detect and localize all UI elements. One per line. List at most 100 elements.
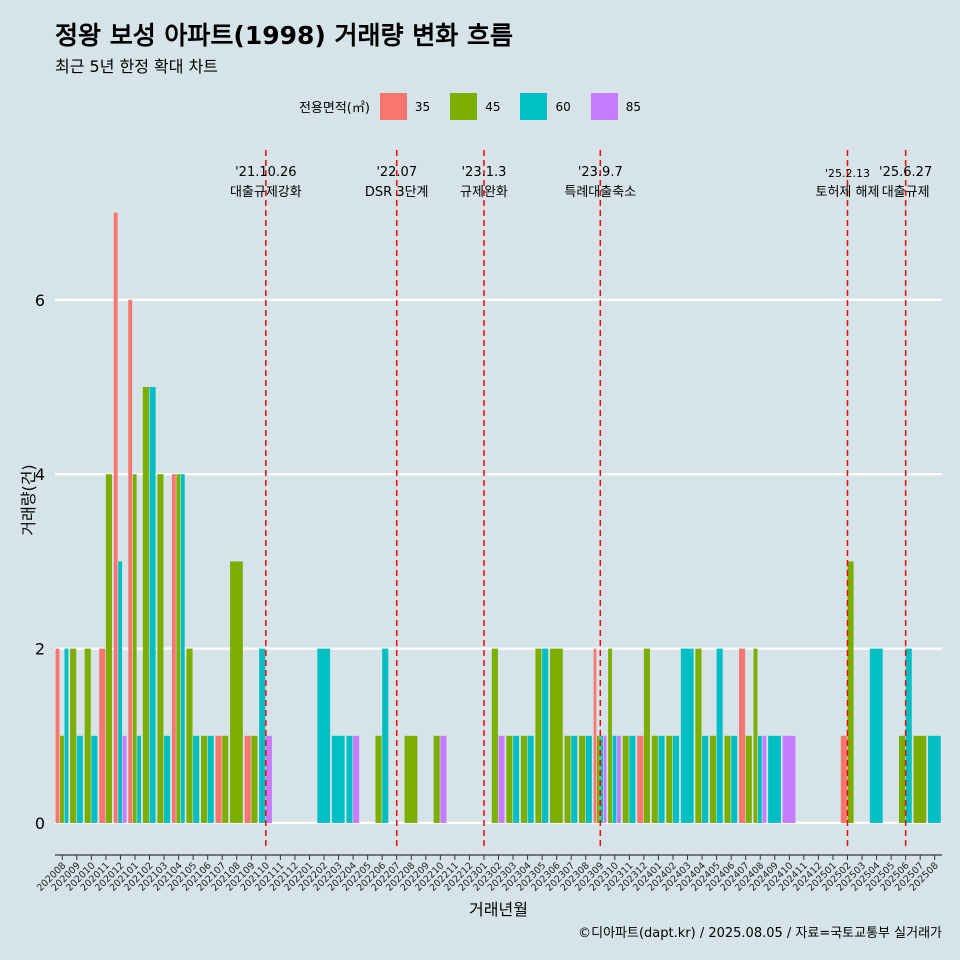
bar-202309-35 (593, 648, 597, 823)
chart-caption: ©디아파트(dapt.kr) / 2025.08.05 / 자료=국토교통부 실… (578, 926, 942, 941)
bar-202404-45 (695, 648, 702, 823)
bar-202008-45 (60, 735, 64, 823)
bar-202302-45 (491, 648, 498, 823)
bar-202106-45 (200, 735, 208, 823)
bar-202107-45 (222, 735, 229, 823)
bar-202309-45 (596, 735, 600, 823)
bar-202305-45 (535, 648, 542, 823)
bar-202507-45 (913, 735, 927, 823)
event-date-4: '23.9.7 (578, 165, 623, 180)
bar-202402-45 (666, 735, 673, 823)
event-label-1: 대출규제강화 (230, 185, 302, 200)
bar-202407-45 (745, 735, 752, 823)
legend-key-35 (379, 93, 407, 120)
legend-item-85: 85 (590, 93, 655, 120)
bar-202408-45 (753, 648, 758, 823)
bar-202308-45 (579, 735, 586, 823)
bar-202101-35 (128, 299, 133, 823)
bar-202102-60 (149, 387, 156, 823)
x-axis-title: 거래년월 (469, 900, 528, 919)
event-label-3: 규제완화 (460, 185, 508, 200)
bar-202506-60 (905, 648, 912, 823)
bar-202208-45 (404, 735, 418, 823)
bar-202309-60 (600, 735, 604, 823)
bar-202012-35 (113, 212, 118, 824)
legend-key-85 (590, 93, 618, 120)
bar-202203-60 (331, 735, 345, 823)
bar-202104-35 (171, 474, 176, 823)
bar-202401-60 (658, 735, 665, 823)
bar-202409-60 (768, 735, 781, 823)
bar-202311-45 (622, 735, 629, 823)
bar-202010-45 (84, 648, 91, 823)
event-label-6: 대출규제 (882, 185, 930, 200)
bar-202011-35 (99, 648, 106, 823)
legend-item-60: 60 (520, 93, 584, 120)
bar-202405-60 (716, 648, 723, 823)
bar-202401-45 (651, 735, 658, 823)
legend: 전용면적(㎡) 35 45 60 85 (0, 93, 960, 120)
bar-202206-60 (382, 648, 389, 823)
bar-202406-60 (731, 735, 738, 823)
bar-202008-60 (64, 648, 69, 823)
legend-key-45 (450, 93, 478, 120)
bar-202103-45 (157, 474, 164, 823)
bar-202408-60 (758, 735, 762, 823)
bar-202306-45 (549, 648, 563, 823)
bar-202102-45 (142, 387, 149, 823)
bar-202105-60 (193, 735, 200, 823)
bar-202011-45 (105, 474, 112, 823)
bar-202308-60 (585, 735, 592, 823)
bar-202106-60 (207, 735, 214, 823)
legend-label-85: 85 (625, 99, 642, 114)
bar-202508-60 (928, 735, 941, 823)
bar-202304-45 (520, 735, 527, 823)
bar-202204-85 (353, 735, 360, 823)
bar-202408-85 (762, 735, 767, 823)
bar-202206-45 (375, 735, 382, 823)
legend-label-60: 60 (555, 99, 571, 114)
bar-202404-60 (702, 735, 709, 823)
bar-202504-60 (869, 648, 883, 823)
bar-202210-45 (433, 735, 440, 823)
bar-202307-60 (571, 735, 578, 823)
bar-202402-60 (672, 735, 680, 823)
legend-item-45: 45 (450, 93, 514, 120)
y-axis-title: 거래량(건) (19, 464, 38, 535)
bar-202101-45 (132, 474, 137, 823)
bar-202103-60 (164, 735, 171, 823)
bar-202305-60 (542, 648, 549, 823)
bar-202312-45 (643, 648, 650, 823)
bar-202101-60 (137, 735, 142, 823)
y-tick-label: 2 (35, 640, 45, 659)
y-tick-label: 0 (35, 814, 45, 833)
bar-202407-35 (739, 648, 746, 823)
bar-202310-45 (608, 648, 612, 823)
bar-202107-35 (215, 735, 222, 823)
event-date-2: '22.07 (376, 165, 417, 180)
bar-202009-45 (70, 648, 77, 823)
bar-202303-60 (513, 735, 520, 823)
event-date-3: '23.1.3 (461, 165, 506, 180)
bar-202105-45 (186, 648, 193, 823)
bar-202406-45 (724, 735, 731, 823)
event-label-2: DSR 3단계 (365, 185, 429, 200)
bar-202304-60 (527, 735, 534, 823)
bar-202311-60 (629, 735, 636, 823)
bar-202110-85 (265, 735, 272, 823)
bar-202109-45 (251, 735, 258, 823)
bar-202502-45 (847, 561, 854, 823)
event-date-5: '25.2.13 (825, 167, 870, 180)
bar-202110-60 (259, 648, 266, 823)
bar-202009-60 (76, 735, 83, 823)
bar-202310-85 (617, 735, 621, 823)
bar-202303-45 (506, 735, 513, 823)
bar-202104-45 (176, 474, 181, 823)
bar-202210-85 (440, 735, 447, 823)
legend-label-35: 35 (414, 99, 431, 114)
bar-202307-45 (564, 735, 571, 823)
bar-202405-45 (709, 735, 717, 823)
bar-202204-60 (346, 735, 353, 823)
legend-item-35: 35 (379, 93, 444, 120)
